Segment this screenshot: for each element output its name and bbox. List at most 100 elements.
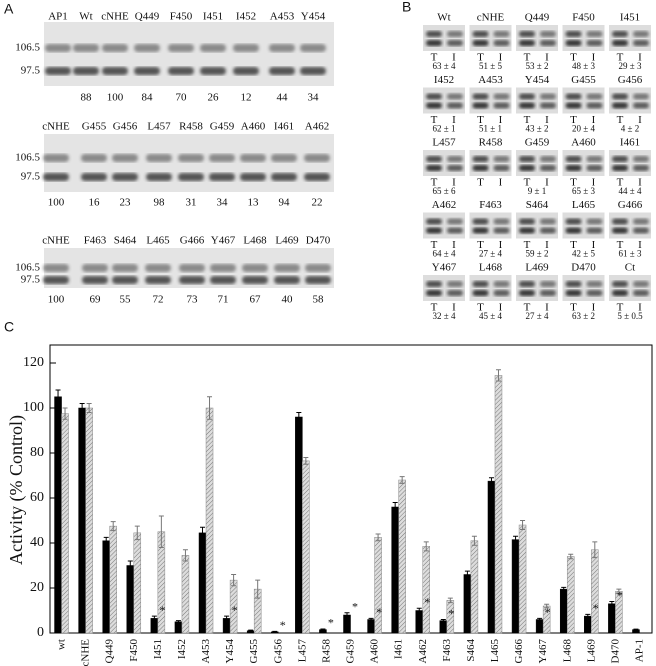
band <box>565 227 582 234</box>
cell-value: 53 ± 2 <box>526 61 549 71</box>
lane-label: A453 <box>270 11 295 23</box>
cell-name: I452 <box>434 74 454 86</box>
significance-mark: * <box>617 588 623 602</box>
band <box>540 165 556 171</box>
x-tick-label: G455 <box>248 639 260 664</box>
band <box>102 44 128 52</box>
cell-value: 5 ± 0.5 <box>617 311 643 321</box>
x-tick-label: S464 <box>465 639 477 662</box>
band <box>179 276 205 284</box>
error-bar <box>134 525 140 541</box>
lane-value: 31 <box>186 197 197 209</box>
marker-label: 106.5 <box>15 262 40 274</box>
cell-value: 27 ± 4 <box>479 249 502 259</box>
x-tick-label: G456 <box>272 639 284 664</box>
band <box>73 67 99 75</box>
lane-label: I <box>545 239 549 251</box>
error-bar <box>568 553 574 560</box>
y-tick-label: 40 <box>30 535 44 550</box>
lane-label: Q449 <box>135 11 160 23</box>
lane-label: G456 <box>113 121 138 133</box>
blot-image <box>423 212 465 239</box>
cell-name: G459 <box>525 137 550 149</box>
bar <box>302 460 310 634</box>
lane-label: L457 <box>147 121 171 133</box>
bar <box>487 480 496 634</box>
band <box>242 264 268 272</box>
error-bar <box>320 628 326 631</box>
cell-value: 65 ± 3 <box>572 186 595 196</box>
cell-value: 43 ± 2 <box>526 124 549 134</box>
cell-name: Y454 <box>525 74 550 86</box>
bar <box>54 396 62 634</box>
error-bar <box>368 617 374 622</box>
cell-name: Q449 <box>525 12 550 24</box>
blot-image <box>609 275 651 301</box>
lane-label: G466 <box>180 235 205 247</box>
cell-name: L457 <box>432 137 456 149</box>
cell-value: 59 ± 2 <box>526 249 549 259</box>
band <box>493 218 510 225</box>
band <box>233 44 259 52</box>
band <box>519 218 535 225</box>
lane-label: S464 <box>114 235 137 247</box>
lane-label: T <box>617 302 624 314</box>
cell-value: 65 ± 6 <box>433 186 456 196</box>
band <box>274 264 300 272</box>
significance-mark: * <box>232 603 238 617</box>
band <box>178 173 204 181</box>
marker-label: 97.5 <box>21 171 41 183</box>
lane-label: I <box>452 52 456 64</box>
lane-value: 94 <box>279 197 291 209</box>
band <box>472 40 489 46</box>
cell-name: G456 <box>618 74 643 86</box>
lane-value: 55 <box>120 294 132 306</box>
lane-label: T <box>617 239 624 251</box>
lane-label: A462 <box>305 121 329 133</box>
lane-label: L465 <box>146 235 170 247</box>
marker-label: 106.5 <box>15 152 40 164</box>
lane-label: I <box>452 177 456 189</box>
error-bar <box>495 369 501 382</box>
panel-label: A <box>4 1 14 17</box>
lane-label: T <box>524 239 531 251</box>
lane-value: 26 <box>208 92 220 104</box>
band <box>519 290 535 296</box>
lane-label: D470 <box>306 235 331 247</box>
cell-value: 44 ± 4 <box>619 186 642 196</box>
bar <box>85 407 93 634</box>
significance-mark: * <box>593 601 599 615</box>
band <box>633 31 649 37</box>
band <box>519 40 535 46</box>
plot-frame <box>49 344 653 634</box>
lane-value: 22 <box>312 197 323 209</box>
lane-label: T <box>431 114 438 126</box>
error-bar <box>207 396 213 420</box>
blot-image <box>609 150 651 176</box>
error-bar <box>55 389 61 404</box>
band <box>633 227 649 234</box>
lane-label: I <box>499 177 503 189</box>
lane-label: T <box>570 239 577 251</box>
bar <box>78 407 86 634</box>
x-tick-label: cNHE <box>80 639 92 666</box>
blot-image <box>423 25 465 51</box>
band <box>43 276 69 284</box>
y-tick-label: 120 <box>23 355 44 370</box>
band <box>633 102 649 109</box>
lane-label: I <box>545 302 549 314</box>
lane-value: 88 <box>81 92 93 104</box>
lane-label: T <box>570 52 577 64</box>
x-tick-label: wt <box>56 639 68 650</box>
lane-label: Wt <box>79 11 92 23</box>
error-bar <box>399 476 405 484</box>
band <box>519 102 535 109</box>
lane-value: 71 <box>218 294 229 306</box>
band <box>565 93 582 100</box>
cell-value: 4 ± 2 <box>621 124 639 134</box>
band <box>269 44 295 52</box>
bar <box>398 479 406 634</box>
blot-image <box>469 25 512 51</box>
error-bar <box>416 607 422 614</box>
lane-label: I461 <box>274 121 294 133</box>
